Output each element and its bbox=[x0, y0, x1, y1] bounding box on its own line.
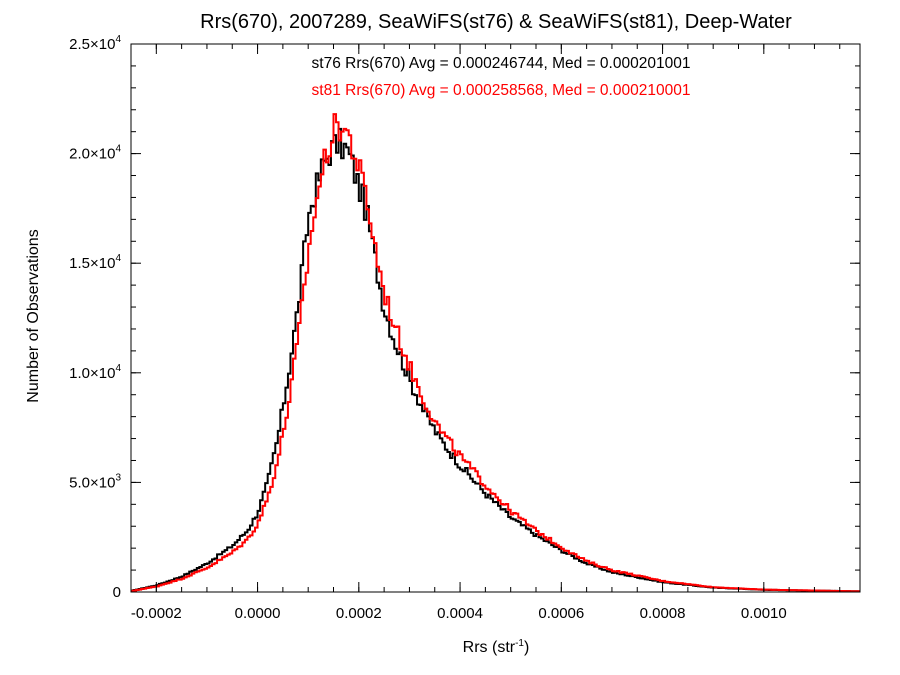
y-axis-label: Number of Observations bbox=[25, 229, 42, 402]
y-tick-label: 2.5×104 bbox=[69, 34, 121, 53]
chart-title: Rrs(670), 2007289, SeaWiFS(st76) & SeaWi… bbox=[200, 11, 792, 33]
x-tick-label: 0.0000 bbox=[235, 605, 281, 622]
y-tick-label: 2.0×104 bbox=[69, 144, 121, 163]
y-tick-label: 1.0×104 bbox=[69, 363, 121, 382]
y-tick-label: 1.5×104 bbox=[69, 253, 121, 272]
y-tick-label: 0 bbox=[113, 584, 121, 601]
plot-frame bbox=[130, 43, 861, 593]
y-axis: 0 5.0×103 1.0×104 1.5×104 2.0×104 2.5×104 bbox=[69, 34, 860, 601]
x-axis-label-main: Rrs (str bbox=[463, 639, 516, 656]
series-annotation-st81: st81 Rrs(670) Avg = 0.000258568, Med = 0… bbox=[312, 82, 691, 99]
x-tick-label: 0.0008 bbox=[640, 605, 686, 622]
x-axis-label-suffix: ) bbox=[524, 639, 529, 656]
x-tick-label: 0.0004 bbox=[437, 605, 483, 622]
x-axis-label: Rrs (str-1) bbox=[463, 638, 530, 656]
y-tick-label: 5.0×103 bbox=[69, 472, 121, 491]
x-tick-label: 0.0010 bbox=[741, 605, 787, 622]
x-tick-label: -0.0002 bbox=[131, 605, 182, 622]
x-tick-label: 0.0006 bbox=[538, 605, 584, 622]
x-axis-label-superscript: -1 bbox=[515, 638, 524, 649]
series-annotation-st76: st76 Rrs(670) Avg = 0.000246744, Med = 0… bbox=[312, 55, 691, 72]
x-axis: -0.0002 0.0000 0.0002 0.0004 0.0006 0.0008 0.0… bbox=[130, 44, 841, 622]
x-tick-label: 0.0002 bbox=[336, 605, 382, 622]
